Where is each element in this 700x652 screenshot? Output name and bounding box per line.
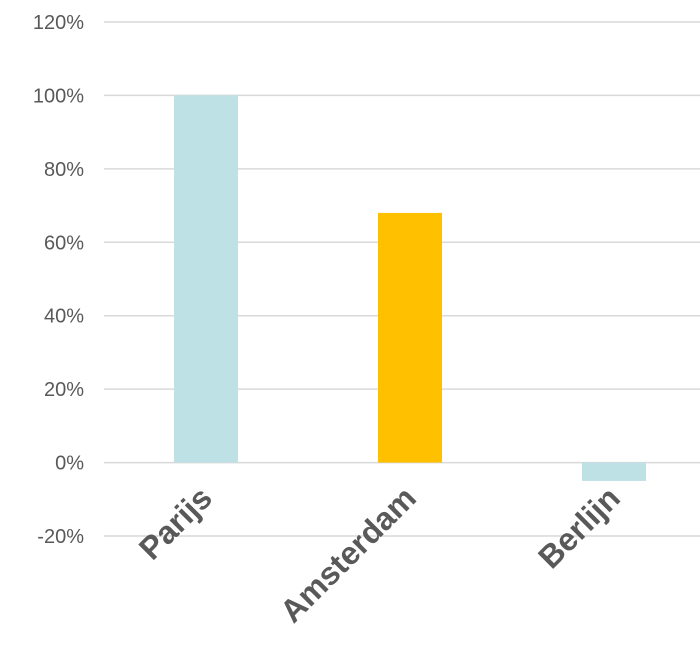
category-label-berlijn: Berlijn: [531, 479, 627, 575]
category-label-amsterdam: Amsterdam: [273, 479, 423, 629]
category-label-parijs: Parijs: [132, 479, 219, 566]
y-tick-label: 120%: [33, 12, 84, 34]
y-tick-label: 60%: [44, 232, 84, 254]
y-tick-label: 0%: [55, 453, 84, 475]
x-axis-category-labels: Parijs Amsterdam Berlijn: [132, 479, 627, 629]
bar-berlijn: [582, 462, 646, 481]
y-tick-label: 100%: [33, 85, 84, 107]
y-tick-label: 20%: [44, 379, 84, 401]
y-tick-label: 40%: [44, 306, 84, 328]
bars: [174, 95, 646, 481]
bar-parijs: [174, 95, 238, 463]
bar-amsterdam: [378, 212, 442, 463]
y-tick-label: -20%: [37, 526, 84, 548]
y-tick-label: 80%: [44, 159, 84, 181]
y-axis-tick-labels: -20% 0% 20% 40% 60% 80% 100% 120%: [33, 12, 84, 548]
